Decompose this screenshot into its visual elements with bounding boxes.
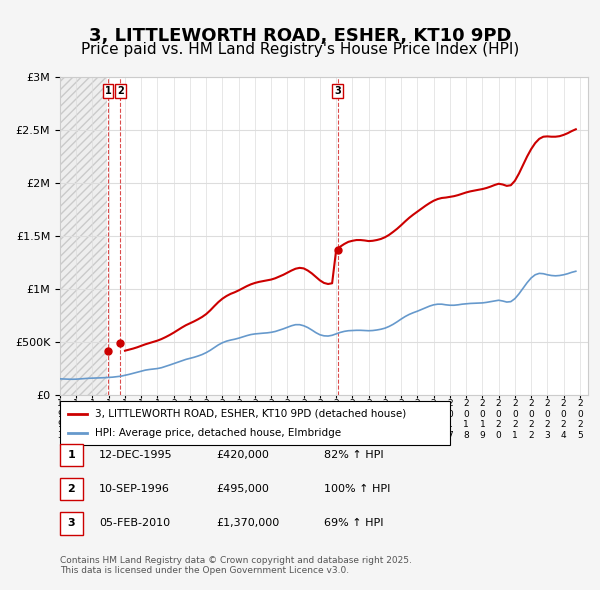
Text: £420,000: £420,000 xyxy=(216,450,269,460)
Text: 12-DEC-1995: 12-DEC-1995 xyxy=(99,450,173,460)
Text: 3, LITTLEWORTH ROAD, ESHER, KT10 9PD (detached house): 3, LITTLEWORTH ROAD, ESHER, KT10 9PD (de… xyxy=(95,409,406,418)
Text: Contains HM Land Registry data © Crown copyright and database right 2025.
This d: Contains HM Land Registry data © Crown c… xyxy=(60,556,412,575)
Text: 69% ↑ HPI: 69% ↑ HPI xyxy=(324,519,383,528)
Text: 2: 2 xyxy=(68,484,75,494)
Text: HPI: Average price, detached house, Elmbridge: HPI: Average price, detached house, Elmb… xyxy=(95,428,341,438)
Text: 82% ↑ HPI: 82% ↑ HPI xyxy=(324,450,383,460)
Text: 05-FEB-2010: 05-FEB-2010 xyxy=(99,519,170,528)
Text: 100% ↑ HPI: 100% ↑ HPI xyxy=(324,484,391,494)
Text: 2: 2 xyxy=(117,86,124,96)
FancyBboxPatch shape xyxy=(60,401,450,445)
Text: 3: 3 xyxy=(334,86,341,96)
Text: 1: 1 xyxy=(68,450,75,460)
Text: 3: 3 xyxy=(68,519,75,528)
Text: £495,000: £495,000 xyxy=(216,484,269,494)
Text: Price paid vs. HM Land Registry's House Price Index (HPI): Price paid vs. HM Land Registry's House … xyxy=(81,42,519,57)
Text: £1,370,000: £1,370,000 xyxy=(216,519,279,528)
Text: 10-SEP-1996: 10-SEP-1996 xyxy=(99,484,170,494)
Text: 1: 1 xyxy=(105,86,112,96)
Text: 3, LITTLEWORTH ROAD, ESHER, KT10 9PD: 3, LITTLEWORTH ROAD, ESHER, KT10 9PD xyxy=(89,27,511,45)
